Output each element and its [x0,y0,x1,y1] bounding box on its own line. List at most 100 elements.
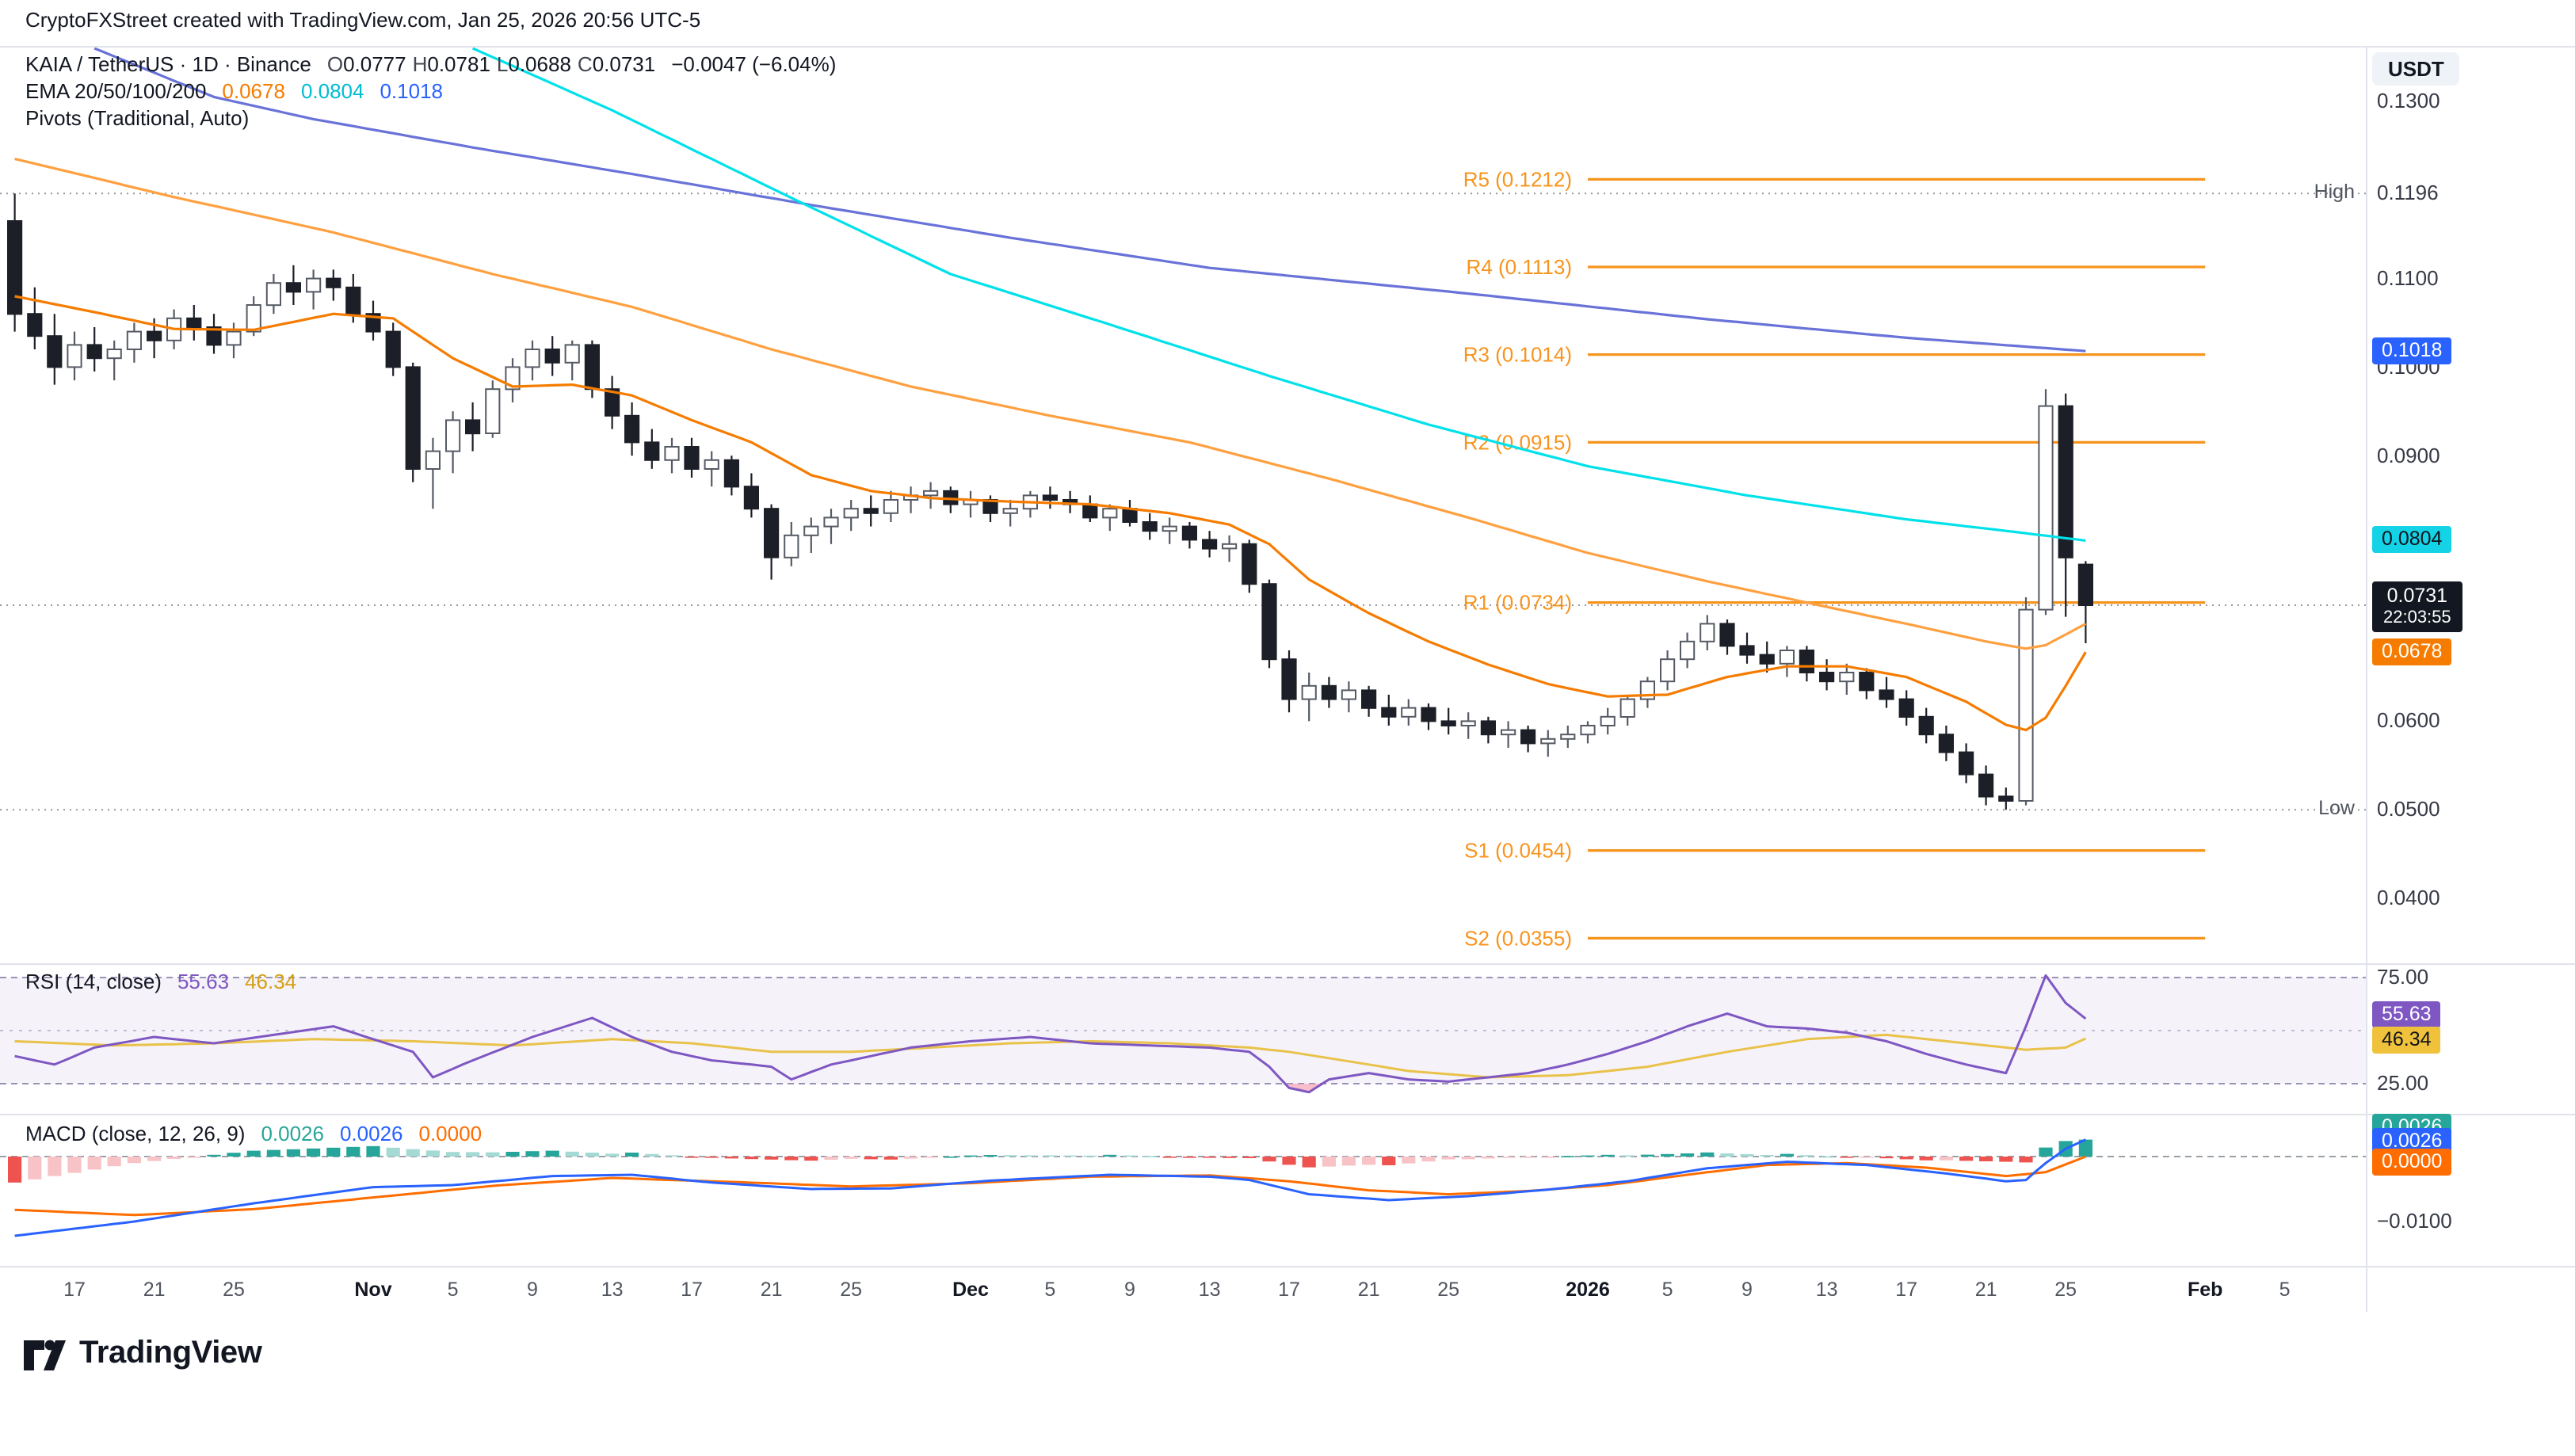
time-axis-separator [0,1266,2575,1267]
rsi-panel-canvas[interactable] [0,965,2366,1114]
range-high-label: High [2314,181,2355,204]
ema200-value: 0.1018 [380,79,443,103]
rsi-oversold-fill [1284,1084,1324,1092]
rsi-ma-line [14,1033,2087,1079]
time-axis-label: 21 [1357,1279,1380,1301]
pivots-label: Pivots (Traditional, Auto) [25,106,250,130]
pivot-label: R2 (0.0915) [1463,430,1572,454]
ema-legend[interactable]: EMA 20/50/100/200 0.0678 0.0804 0.1018 [25,79,443,103]
time-axis-label: 5 [2279,1279,2291,1301]
time-axis-label: 17 [1895,1279,1918,1301]
pivot-label: R5 (0.1212) [1463,167,1572,191]
bar-countdown: 22:03:55 [2383,608,2451,627]
time-axis-label: Feb [2187,1279,2223,1301]
rsi-line [14,974,2087,1094]
macd-signal-value: 0.0000 [418,1122,483,1145]
time-axis-label: 25 [840,1279,863,1301]
time-axis-label: 21 [143,1279,166,1301]
price-axis-label: 0.1100 [2377,265,2439,290]
macd-panel-canvas[interactable] [0,1115,2366,1266]
time-axis-label: 9 [527,1279,538,1301]
time-axis-label: 13 [1815,1279,1838,1301]
time-axis-label: 17 [63,1279,86,1301]
pivot-label: S2 (0.0355) [1464,926,1572,950]
time-axis-label: 5 [1661,1279,1673,1301]
tradingview-logo[interactable]: TradingView [22,1334,262,1372]
main-axis-badge: 0.0804 [2372,526,2452,554]
pivot-label: R3 (0.1014) [1463,343,1572,367]
top-separator [0,46,2575,48]
price-change: −0.0047 (−6.04%) [671,52,837,76]
range-low-value: 0.0500 [2377,797,2440,821]
time-axis-label: 17 [681,1279,703,1301]
rsi-legend[interactable]: RSI (14, close) 55.63 46.34 [25,970,296,993]
time-axis-label: 21 [1974,1279,1997,1301]
time-axis-label: 25 [1437,1279,1460,1301]
price-axis-label: 0.1300 [2377,89,2440,112]
time-axis-label: 9 [1124,1279,1135,1301]
ema100-line [471,48,2086,542]
rsi-label: RSI (14, close) [25,970,162,993]
macd-legend[interactable]: MACD (close, 12, 26, 9) 0.0026 0.0026 0.… [25,1122,482,1145]
last-price-badge: 0.0731 22:03:55 [2372,581,2462,633]
time-axis-label: 5 [447,1279,459,1301]
rsi-separator[interactable] [0,963,2575,965]
time-axis-label: Nov [354,1279,392,1301]
range-high-value: 0.1196 [2377,181,2439,205]
ohlc-close: C0.0731 [577,52,656,76]
price-axis-label: 0.0900 [2377,443,2440,467]
price-axis-label: 0.0400 [2377,886,2440,909]
price-axis-separator [2366,46,2367,1312]
ohlc-low: L0.0688 [496,52,571,76]
time-axis-label: 9 [1741,1279,1753,1301]
rsi-ma-value: 46.34 [245,970,297,993]
macd-hist-value: 0.0026 [261,1122,324,1145]
pivots-legend[interactable]: Pivots (Traditional, Auto) [25,106,249,130]
time-axis-label: 17 [1278,1279,1300,1301]
currency-label: USDT [2372,52,2460,86]
rsi-axis-label: 75.00 [2377,965,2429,989]
ohlc-open: O0.0777 [326,52,406,76]
tradingview-wordmark: TradingView [79,1335,262,1370]
macd-axis-badge: 0.0000 [2372,1149,2452,1176]
ema20-value: 0.0678 [222,79,285,103]
ema50-line [14,158,2087,650]
macd-histogram-layer [8,1139,2092,1183]
candles-layer [7,193,2094,810]
main-axis-badge: 0.1018 [2372,337,2452,364]
time-axis-label: 21 [760,1279,783,1301]
time-axis-label: 2026 [1566,1279,1610,1301]
time-axis-label: Dec [952,1279,989,1301]
symbol-title: KAIA / TetherUS · 1D · Binance [25,52,311,76]
time-axis[interactable]: 17 21 25 Nov 5 9 13 17 21 25 Dec 5 9 13 17 21 25 2026 5 9 13… [0,1267,2366,1312]
rsi-value: 55.63 [177,970,230,993]
macd-label: MACD (close, 12, 26, 9) [25,1122,246,1145]
price-chart-canvas[interactable]: R5 (0.1212) R4 (0.1113) R3 (0.1014) R2 (0.0… [0,48,2366,963]
macd-main-line [14,1138,2087,1237]
macd-line-value: 0.0026 [339,1122,403,1145]
ema-label: EMA 20/50/100/200 [25,79,207,103]
macd-signal-line [14,1155,2086,1217]
rsi-axis-badge: 46.34 [2372,1027,2441,1054]
macd-separator[interactable] [0,1114,2575,1115]
pivot-lines-layer: R5 (0.1212) R4 (0.1113) R3 (0.1014) R2 (0.0… [1463,167,2206,950]
price-axis[interactable]: USDT 0.1300 0.1100 0.1000 0.0900 0.0600 0.040… [2367,0,2575,1456]
ema20-line [14,295,2087,732]
tradingview-logo-icon [24,1340,66,1370]
rsi-axis-badge: 55.63 [2372,1001,2441,1028]
time-axis-label: 5 [1044,1279,1056,1301]
time-axis-label: 25 [223,1279,245,1301]
time-axis-label: 25 [2054,1279,2077,1301]
ema100-value: 0.0804 [300,79,364,103]
time-axis-label: 13 [1198,1279,1221,1301]
symbol-legend[interactable]: KAIA / TetherUS · 1D · Binance O0.0777 H… [25,52,836,76]
time-axis-label: 13 [601,1279,624,1301]
ohlc-high: H0.0781 [412,52,490,76]
ema200-line [93,48,2086,353]
pivot-label: R4 (0.1113) [1467,255,1572,279]
macd-axis-label: −0.0100 [2377,1209,2452,1233]
main-axis-badge: 0.0678 [2372,638,2452,665]
pivot-label: R1 (0.0734) [1463,591,1572,615]
range-low-label: Low [2318,797,2355,820]
